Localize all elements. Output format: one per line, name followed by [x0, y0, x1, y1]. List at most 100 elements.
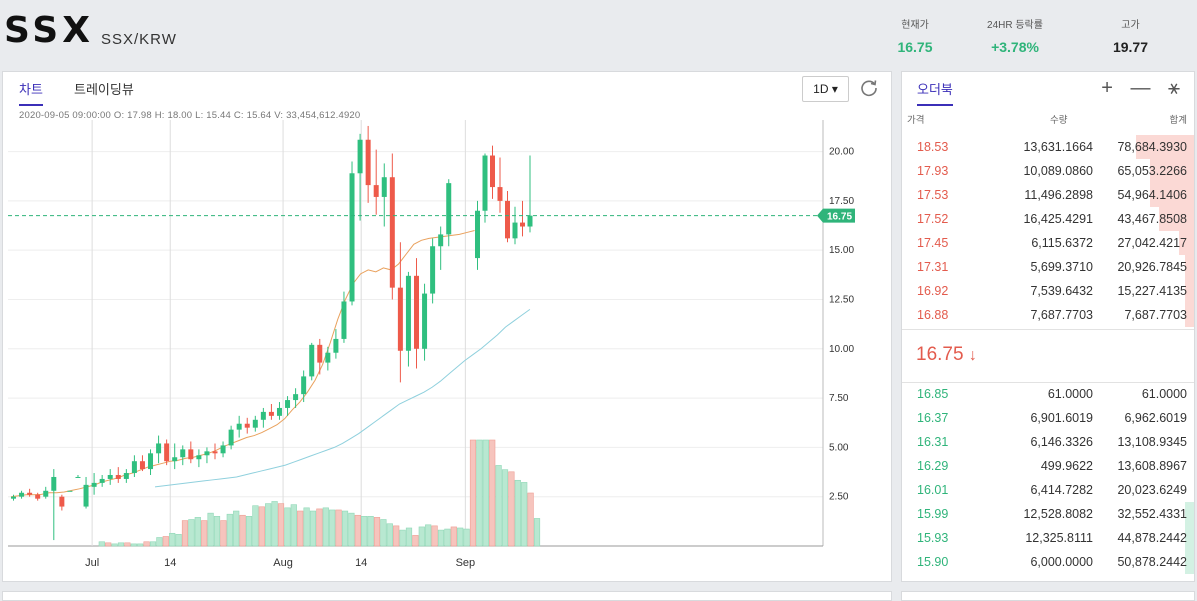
timeframe-value: 1D — [813, 82, 829, 96]
volume-bar — [284, 507, 291, 547]
volume-bar — [303, 507, 310, 547]
volume-bar — [393, 525, 400, 547]
stat-label: 현재가 — [901, 20, 929, 31]
bid-row[interactable]: 16.29 499.9622 13,608.8967 — [902, 454, 1194, 478]
volume-bar — [450, 526, 457, 547]
bid-row[interactable]: 16.31 6,146.3326 13,108.9345 — [902, 430, 1194, 454]
candle-body — [196, 455, 202, 460]
candle-body — [51, 476, 57, 491]
bid-row[interactable]: 16.01 6,414.7282 20,023.6249 — [902, 478, 1194, 502]
candle-body — [430, 246, 436, 294]
header-total: 합계 — [1169, 115, 1187, 126]
ask-row[interactable]: 17.52 16,425.4291 43,467.8508 — [902, 207, 1194, 231]
ask-price: 17.93 — [917, 164, 949, 178]
bid-row[interactable]: 15.90 6,000.0000 50,878.2442 — [902, 550, 1194, 574]
depth-bar — [1150, 159, 1194, 183]
candle-body — [365, 139, 371, 186]
tab-tradingview[interactable]: 트레이딩뷰 — [74, 82, 134, 97]
volume-bar — [175, 534, 182, 547]
candle-body — [397, 287, 403, 351]
volume-bar — [220, 520, 227, 547]
candle-body — [446, 183, 452, 235]
ask-price: 17.45 — [917, 236, 949, 250]
volume-bar — [265, 503, 272, 547]
ask-qty: 6,115.6372 — [1031, 236, 1093, 250]
ask-total: 54,964.1406 — [1117, 188, 1187, 202]
candle-body — [482, 155, 488, 211]
bid-total: 20,023.6249 — [1117, 483, 1187, 497]
y-tick-label: 10.00 — [829, 344, 854, 355]
stat-current-price: 현재가 16.75 — [885, 16, 945, 55]
ask-qty: 7,687.7703 — [1030, 308, 1093, 322]
volume-bar — [169, 532, 176, 547]
candle-body — [301, 376, 307, 395]
stat-label: 고가 — [1121, 20, 1140, 31]
volume-bar — [130, 543, 137, 547]
volume-bar — [527, 492, 534, 547]
candle-body — [75, 476, 81, 478]
y-tick-label: 2.50 — [829, 492, 849, 503]
ask-qty: 16,425.4291 — [1023, 212, 1093, 226]
candle-body — [180, 449, 186, 458]
header-qty: 수량 — [1050, 115, 1068, 126]
tab-chart[interactable]: 차트 — [19, 79, 43, 106]
ask-total: 7,687.7703 — [1124, 308, 1187, 322]
candle-body — [268, 411, 274, 416]
ask-row[interactable]: 16.88 7,687.7703 7,687.7703 — [902, 303, 1194, 327]
bid-qty: 12,325.8111 — [1025, 531, 1093, 545]
volume-bar — [373, 517, 381, 547]
bid-row[interactable]: 16.37 6,901.6019 6,962.6019 — [902, 406, 1194, 430]
candle-body — [325, 352, 331, 363]
bid-price: 15.93 — [917, 531, 949, 545]
candle-body — [19, 492, 25, 497]
volume-bar — [457, 527, 464, 547]
tab-orderbook[interactable]: 오더북 — [917, 79, 953, 106]
bid-row[interactable]: 15.93 12,325.8111 44,878.2442 — [902, 526, 1194, 550]
volume-bar — [495, 465, 502, 547]
candle-body — [212, 451, 218, 454]
candle-body — [381, 177, 387, 197]
orderbook-tools[interactable]: + — ⚹ — [1101, 77, 1186, 100]
depth-bar — [1179, 231, 1194, 255]
ask-row[interactable]: 17.53 11,496.2898 54,964.1406 — [902, 183, 1194, 207]
ask-row[interactable]: 17.93 10,089.0860 65,053.2266 — [902, 159, 1194, 183]
candle-body — [204, 451, 210, 456]
refresh-icon[interactable] — [859, 78, 879, 98]
bid-row[interactable]: 15.99 12,528.8082 32,552.4331 — [902, 502, 1194, 526]
ask-total: 78,684.3930 — [1117, 140, 1187, 154]
depth-bar — [1185, 279, 1194, 303]
zoom-tools-icon[interactable]: + — ⚹ — [1101, 77, 1186, 99]
volume-bar — [105, 542, 112, 547]
timeframe-select[interactable]: 1D ▾ — [802, 76, 849, 102]
candle-body — [43, 490, 49, 497]
volume-bar — [361, 516, 368, 547]
bid-qty: 6,414.7282 — [1030, 483, 1093, 497]
stat-value: 19.77 — [1112, 39, 1149, 55]
volume-bar — [149, 541, 157, 547]
volume-bar — [111, 543, 118, 547]
volume-bar — [162, 536, 169, 547]
candle-body — [139, 461, 145, 470]
stat-label: 24HR 등락률 — [987, 20, 1043, 31]
candle-body — [67, 490, 73, 492]
ask-row[interactable]: 18.53 13,631.1664 78,684.3930 — [902, 135, 1194, 159]
candlestick-chart[interactable]: 2.50 5.00 7.50 10.00 12.50 15.00 17.50 20.00 Jul… — [3, 120, 891, 580]
y-tick-label: 17.50 — [829, 196, 854, 207]
volume-bar — [252, 505, 259, 547]
volume-bar — [98, 541, 105, 547]
candle-body — [83, 484, 89, 507]
candle-body — [115, 475, 121, 479]
candle-body — [164, 443, 170, 462]
volume-bar — [233, 510, 240, 547]
depth-bar — [1185, 303, 1194, 327]
bid-row[interactable]: 16.85 61.0000 61.0000 — [902, 382, 1194, 406]
ask-row[interactable]: 17.45 6,115.6372 27,042.4217 — [902, 231, 1194, 255]
ohlc-readout: 2020-09-05 09:00:00 O: 17.98 H: 18.00 L:… — [19, 110, 361, 121]
candle-body — [244, 423, 250, 428]
ask-row[interactable]: 16.92 7,539.6432 15,227.4135 — [902, 279, 1194, 303]
volume-bar — [290, 504, 297, 547]
ask-row[interactable]: 17.31 5,699.3710 20,926.7845 — [902, 255, 1194, 279]
volume-bar — [354, 514, 361, 547]
candle-body — [422, 293, 428, 349]
ask-price: 17.31 — [917, 260, 949, 274]
